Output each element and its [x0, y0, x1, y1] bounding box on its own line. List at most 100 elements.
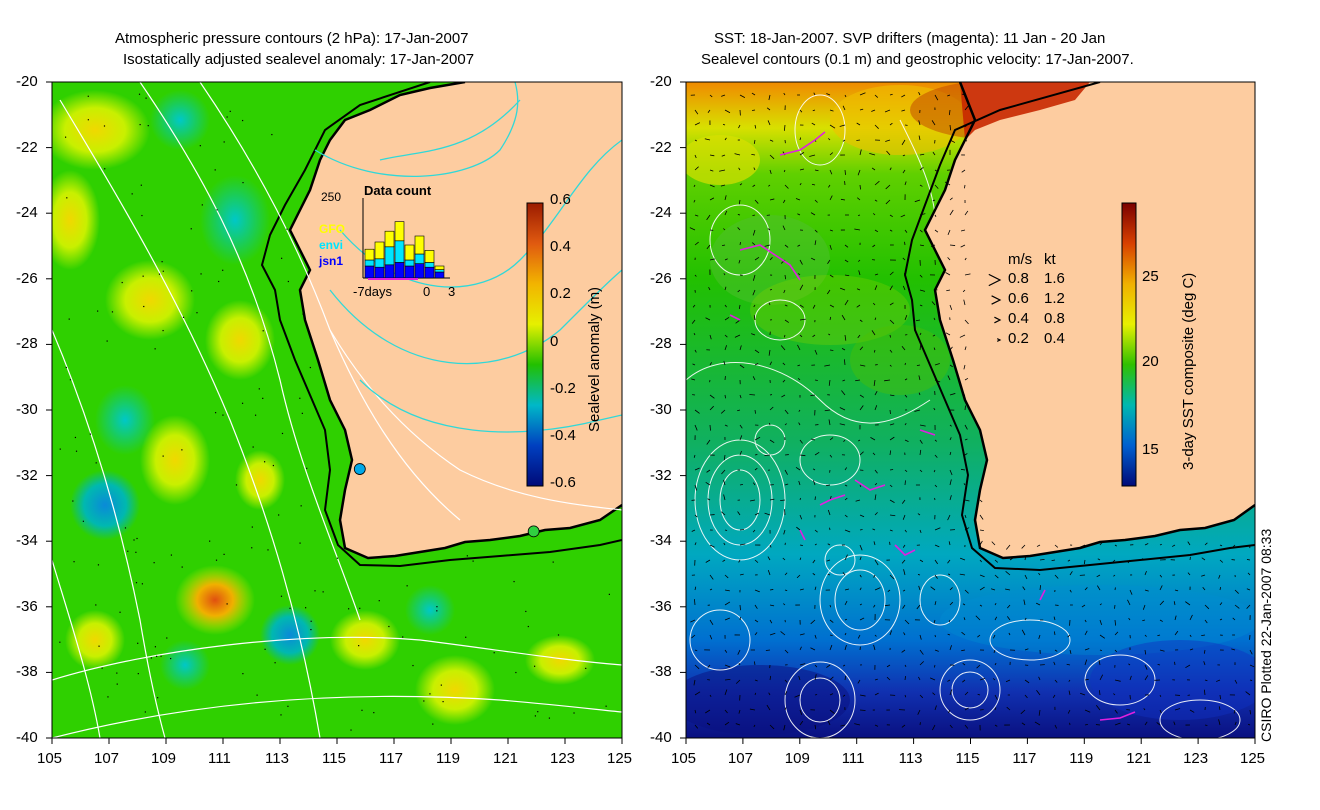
inset-bar-envi — [434, 269, 445, 273]
left-lon-label: 115 — [322, 750, 346, 767]
velocity-legend-arrow — [991, 295, 1002, 305]
right-coastline — [923, 82, 1255, 560]
velocity-legend-header-kt: kt — [1044, 251, 1056, 268]
tide-gauge-fremantle-marker[interactable] — [353, 463, 366, 475]
right-lat-label: -22 — [650, 138, 672, 156]
left-lat-label: -22 — [16, 138, 38, 156]
left-lon-label: 113 — [265, 750, 289, 767]
right-lon-label: 105 — [671, 750, 697, 767]
right-lat-label: -40 — [650, 729, 672, 746]
left-lat-label: -26 — [16, 269, 38, 287]
left-lat-label: -28 — [16, 335, 38, 353]
left-lon-label: 107 — [94, 750, 120, 767]
velocity-legend-ms-1: 0.6 — [1008, 290, 1029, 307]
inset-legend-envi: envi — [319, 238, 344, 252]
right-lat-label: -32 — [650, 466, 672, 484]
data-count-inset — [362, 198, 450, 280]
right-colorbar-tick: 20 — [1142, 353, 1159, 370]
inset-legend-jsn1: jsn1 — [319, 254, 344, 268]
inset-bar-gfo — [414, 235, 425, 255]
velocity-legend-kt-0: 1.6 — [1044, 270, 1065, 287]
inset-bar-envi — [394, 240, 405, 263]
inset-bar-envi — [424, 262, 435, 268]
velocity-legend-arrow — [988, 273, 1002, 287]
inset-bar-gfo — [394, 221, 405, 242]
inset-bar-gfo — [434, 265, 445, 270]
velocity-legend-header-ms: m/s — [1008, 251, 1033, 268]
right-lat-label: -30 — [650, 401, 672, 418]
inset-title: Data count — [364, 183, 432, 198]
inset-legend-gfo: GFO — [319, 222, 345, 236]
left-lat-label: -30 — [16, 401, 38, 418]
inset-x-start: -7days — [353, 284, 393, 299]
left-lon-label: 121 — [493, 750, 519, 767]
right-lon-label: 111 — [841, 750, 865, 767]
left-colorbar-tick: 0 — [550, 332, 559, 350]
right-lat-label: -34 — [650, 532, 672, 550]
inset-bar-envi — [414, 253, 425, 264]
inset-x-end: 3 — [448, 284, 456, 299]
right-lon-label: 107 — [727, 750, 753, 767]
left-colorbar-tick: -0.2 — [550, 379, 576, 397]
right-lon-label: 125 — [1240, 750, 1266, 767]
inset-bar-jsn1 — [424, 266, 435, 279]
velocity-legend-ms-2: 0.4 — [1008, 310, 1029, 327]
left-colorbar-tick: 0.4 — [550, 238, 571, 256]
left-lon-label: 123 — [550, 750, 576, 767]
velocity-legend-kt-2: 0.8 — [1044, 310, 1065, 327]
left-lon-label: 119 — [436, 750, 460, 767]
right-lat-label: -38 — [650, 663, 672, 681]
geostrophic-velocity-arrows — [689, 92, 1255, 731]
right-title-line2: Sealevel contours (0.1 m) and geostrophi… — [701, 51, 1134, 68]
inset-bar-gfo — [374, 241, 385, 260]
left-lat-label: -20 — [16, 73, 38, 90]
velocity-legend-kt-1: 1.2 — [1044, 290, 1065, 307]
left-lon-label: 125 — [607, 750, 633, 767]
right-lon-label: 109 — [784, 750, 810, 767]
tide-gauge-esperance-marker[interactable] — [527, 525, 540, 538]
right-lon-label: 119 — [1069, 750, 1094, 767]
plot-credit: CSIRO Plotted 22-Jan-2007 08:33 — [1258, 528, 1274, 742]
right-lon-label: 117 — [1012, 750, 1037, 767]
left-shelf-edge — [260, 82, 622, 568]
left-lon-label: 111 — [208, 750, 231, 767]
left-title-line2: Isostatically adjusted sealevel anomaly:… — [123, 51, 475, 68]
right-lat-label: -20 — [650, 73, 672, 90]
inset-bar-envi — [384, 246, 395, 266]
right-lat-label: -26 — [650, 269, 672, 287]
velocity-legend-arrow — [996, 338, 1002, 342]
right-lon-label: 123 — [1183, 750, 1209, 767]
right-lon-label: 113 — [898, 750, 923, 767]
right-lat-label: -36 — [650, 597, 672, 615]
velocity-legend-kt-3: 0.4 — [1044, 330, 1065, 347]
inset-bar-jsn1 — [434, 271, 445, 279]
inset-x-zero: 0 — [423, 284, 431, 299]
inset-bar-jsn1 — [394, 262, 405, 279]
right-lon-label: 121 — [1126, 750, 1152, 767]
inset-bar-jsn1 — [374, 266, 385, 279]
inset-bar-jsn1 — [384, 264, 395, 279]
left-lat-label: -38 — [16, 663, 38, 681]
inset-bar-envi — [404, 259, 415, 267]
right-map — [686, 82, 1255, 738]
right-land — [925, 82, 1255, 558]
left-stipple — [59, 93, 610, 731]
left-colorbar-tick: 0.6 — [550, 191, 571, 208]
left-lat-label: -34 — [16, 532, 38, 550]
inset-bar-envi — [364, 259, 375, 267]
left-lat-label: -24 — [16, 204, 38, 222]
left-lat-label: -32 — [16, 466, 38, 484]
inset-bar-gfo — [364, 248, 375, 261]
svp-drifter-tracks — [729, 131, 1136, 721]
anomaly-blobs — [52, 90, 595, 725]
left-lon-label: 117 — [379, 750, 403, 767]
pressure-contours — [52, 82, 622, 738]
inset-bar-envi — [374, 258, 385, 268]
inset-bar-jsn1 — [404, 265, 415, 279]
velocity-legend-ms-0: 0.8 — [1008, 270, 1029, 287]
inset-ymax: 250 — [321, 190, 342, 204]
right-shelf-edge — [903, 82, 1255, 572]
left-colorbar-tick: -0.4 — [550, 426, 576, 444]
inset-bar-gfo — [404, 244, 415, 261]
